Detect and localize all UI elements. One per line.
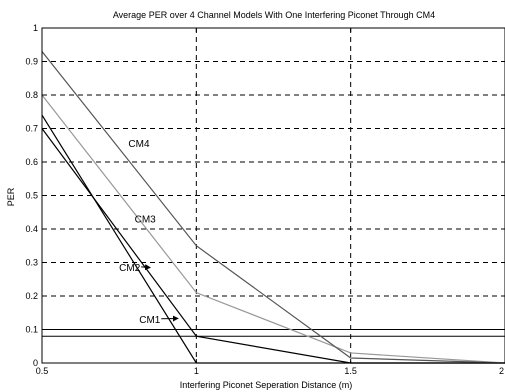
- y-tick-label: 0.8: [25, 90, 38, 100]
- x-tick-label: 2: [499, 366, 504, 376]
- series-line-cm2: [41, 114, 505, 364]
- y-tick-label: 0.7: [25, 124, 38, 134]
- series-label-cm1: CM1: [139, 315, 161, 326]
- series-line-cm3: [41, 94, 505, 364]
- series-label-cm3: CM3: [135, 214, 157, 225]
- series-label-cm2: CM2: [119, 263, 141, 274]
- x-tick-label: 1.5: [344, 366, 357, 376]
- y-tick-label: 0.1: [25, 325, 38, 335]
- series-arrow-cm2: [141, 264, 152, 271]
- x-axis-label: Interfering Piconet Seperation Distance …: [180, 380, 353, 390]
- y-tick-label: 0.9: [25, 57, 38, 67]
- series-line-cm1: [41, 128, 505, 364]
- x-tick-label: 1: [194, 366, 199, 376]
- plot-area-border: [41, 27, 505, 364]
- y-tick-label: 0.5: [25, 191, 38, 201]
- y-tick-label: 0.3: [25, 258, 38, 268]
- y-tick-label: 0.4: [25, 224, 38, 234]
- y-axis-label: PER: [6, 187, 16, 206]
- y-tick-label: 0.2: [25, 291, 38, 301]
- y-tick-label: 0.6: [25, 157, 38, 167]
- y-tick-label: 0: [33, 358, 38, 368]
- series-line-cm4: [41, 51, 505, 364]
- x-tick-label: 0.5: [36, 366, 49, 376]
- series-label-cm4: CM4: [128, 139, 150, 150]
- y-tick-label: 1: [33, 23, 38, 33]
- chart-title: Average PER over 4 Channel Models With O…: [113, 10, 435, 20]
